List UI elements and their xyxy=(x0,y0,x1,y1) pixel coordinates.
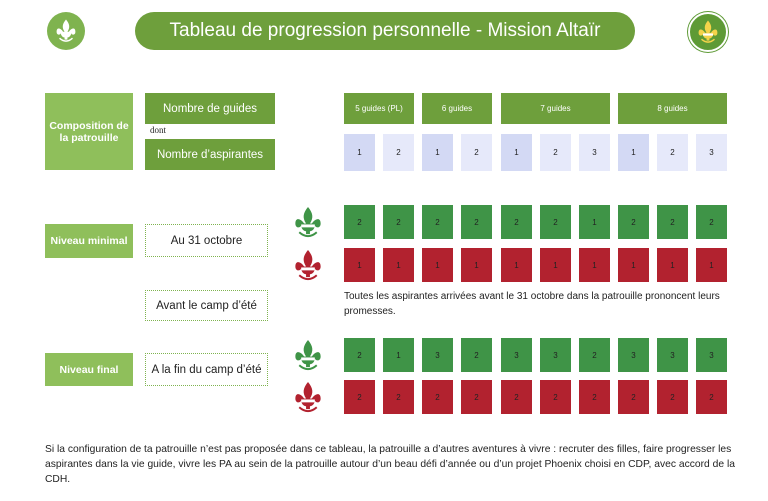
aspirantes-cell: 1 xyxy=(422,134,453,171)
green-cell: 2 xyxy=(579,338,610,372)
green-cell: 3 xyxy=(696,338,727,372)
group-header: 5 guides (PL) xyxy=(344,93,414,124)
aspirantes-label: Nombre d’aspirantes xyxy=(145,139,275,170)
red-cell: 1 xyxy=(344,248,375,282)
moment-label: Au 31 octobre xyxy=(145,224,268,257)
fleur-icon xyxy=(293,380,323,415)
aspirantes-cell: 2 xyxy=(657,134,688,171)
aspirantes-cell: 1 xyxy=(344,134,375,171)
footer-text: Si la configuration de ta patrouille n’e… xyxy=(45,444,735,485)
red-cell: 2 xyxy=(579,380,610,414)
aspirantes-cell: 1 xyxy=(618,134,649,171)
green-cell: 2 xyxy=(657,205,688,239)
red-cell: 1 xyxy=(540,248,571,282)
fleur-icon xyxy=(293,248,323,283)
fleur-badge xyxy=(293,338,323,373)
green-cell: 1 xyxy=(383,338,414,372)
red-cell: 2 xyxy=(461,380,492,414)
group-header: 6 guides xyxy=(422,93,492,124)
fleur-icon xyxy=(293,338,323,373)
red-cell: 2 xyxy=(501,380,532,414)
aspirantes-cell: 2 xyxy=(383,134,414,171)
green-cell: 1 xyxy=(579,205,610,239)
red-cell: 1 xyxy=(422,248,453,282)
red-cell: 2 xyxy=(540,380,571,414)
red-cell: 2 xyxy=(344,380,375,414)
moment-label: A la fin du camp d’été xyxy=(145,353,268,386)
red-cell: 2 xyxy=(696,380,727,414)
red-cell: 1 xyxy=(618,248,649,282)
red-cell: 1 xyxy=(501,248,532,282)
red-cell: 2 xyxy=(618,380,649,414)
green-cell: 2 xyxy=(696,205,727,239)
fleur-badge xyxy=(293,248,323,283)
green-cell: 2 xyxy=(501,205,532,239)
group-header: 8 guides xyxy=(618,93,727,124)
fleur-icon xyxy=(55,18,77,44)
aspirantes-cell: 2 xyxy=(540,134,571,171)
aspirantes-cell: 3 xyxy=(579,134,610,171)
green-cell: 2 xyxy=(383,205,414,239)
green-cell: 3 xyxy=(618,338,649,372)
red-cell: 1 xyxy=(657,248,688,282)
red-cell: 1 xyxy=(383,248,414,282)
green-cell: 2 xyxy=(422,205,453,239)
green-cell: 2 xyxy=(344,205,375,239)
red-cell: 2 xyxy=(422,380,453,414)
aspirantes-cell: 2 xyxy=(461,134,492,171)
fleur-icon xyxy=(293,205,323,240)
green-cell: 3 xyxy=(501,338,532,372)
group-header: 7 guides xyxy=(501,93,610,124)
green-cell: 2 xyxy=(461,205,492,239)
aspirantes-cell: 1 xyxy=(501,134,532,171)
logo-left xyxy=(47,12,85,50)
red-cell: 1 xyxy=(461,248,492,282)
aspirantes-cell: 3 xyxy=(696,134,727,171)
green-cell: 3 xyxy=(422,338,453,372)
green-cell: 2 xyxy=(618,205,649,239)
green-cell: 3 xyxy=(540,338,571,372)
green-cell: 2 xyxy=(540,205,571,239)
red-cell: 1 xyxy=(696,248,727,282)
red-cell: 2 xyxy=(657,380,688,414)
fleur-badge xyxy=(293,205,323,240)
niveau-final-label: Niveau final xyxy=(45,353,133,386)
red-cell: 1 xyxy=(579,248,610,282)
composition-label: Composition de la patrouille xyxy=(45,93,133,170)
niveau-minimal-label: Niveau minimal xyxy=(45,224,133,258)
moment-label: Avant le camp d’été xyxy=(145,290,268,321)
green-cell: 3 xyxy=(657,338,688,372)
red-cell: 2 xyxy=(383,380,414,414)
title: Tableau de progression personnelle - Mis… xyxy=(135,12,635,50)
note: Toutes les aspirantes arrivées avant le … xyxy=(344,291,720,317)
logo-right xyxy=(688,12,728,52)
dont-label: dont xyxy=(150,125,167,135)
guides-label: Nombre de guides xyxy=(145,93,275,124)
fleur-icon xyxy=(697,19,719,45)
green-cell: 2 xyxy=(461,338,492,372)
green-cell: 2 xyxy=(344,338,375,372)
fleur-badge xyxy=(293,380,323,415)
